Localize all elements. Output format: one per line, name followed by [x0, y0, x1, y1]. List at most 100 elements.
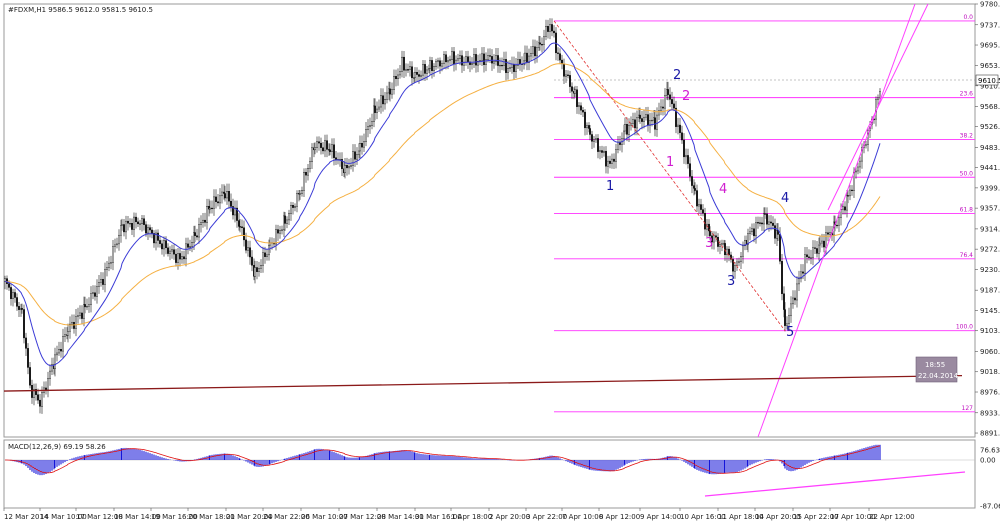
candle-body: [563, 63, 566, 77]
candle-body: [768, 221, 771, 225]
candle-body: [124, 220, 127, 233]
fib-level-label: 50.0: [960, 170, 974, 177]
candle-body: [528, 55, 531, 63]
candle-body: [21, 308, 24, 310]
candle-body: [846, 195, 849, 211]
candle-body: [395, 76, 398, 80]
candle-body: [346, 165, 349, 169]
support-trendline[interactable]: [3, 374, 963, 392]
candle-body: [201, 219, 204, 223]
candle-body: [172, 249, 175, 255]
candle-body: [279, 230, 282, 234]
candle-body: [128, 223, 131, 225]
candle-body: [485, 59, 488, 65]
candle-body: [47, 378, 50, 390]
candle-body: [240, 226, 243, 228]
candle-body: [671, 99, 674, 105]
candle-body: [352, 151, 355, 166]
candle-body: [25, 337, 28, 349]
price-tick-label: 9187.0: [980, 287, 1000, 295]
time-tick-label: 10 Apr 16:00: [680, 513, 726, 521]
candle-body: [749, 231, 752, 234]
candle-body: [541, 44, 544, 46]
candle-body: [453, 51, 456, 64]
candle-body: [770, 221, 773, 224]
time-tick-label: 28 Mar 14:00: [377, 513, 424, 521]
candle-body: [101, 279, 104, 285]
candle-body: [584, 111, 587, 129]
candle-body: [634, 119, 637, 129]
time-tick-label: 27 Mar 12:00: [339, 513, 386, 521]
candle-body: [574, 89, 577, 94]
candle-body: [569, 75, 572, 87]
candle-body: [288, 213, 291, 221]
candle-body: [16, 297, 19, 307]
candle-body: [505, 59, 508, 73]
candle-body: [386, 92, 389, 100]
candle-body: [639, 114, 642, 119]
candle-body: [844, 206, 847, 211]
wave-label-blue: 4: [781, 191, 789, 206]
candle-body: [459, 55, 462, 59]
candle-body: [35, 389, 38, 395]
candle-body: [296, 193, 299, 207]
candle-body: [879, 91, 882, 99]
candle-body: [49, 370, 52, 379]
tooltip-date: 22.04.2014: [918, 372, 959, 380]
candle-body: [89, 293, 92, 305]
candle-body: [543, 36, 546, 45]
candle-body: [557, 52, 560, 54]
candle-body: [266, 254, 269, 257]
candle-body: [262, 252, 265, 266]
candle-body: [63, 334, 66, 337]
candle-body: [303, 172, 306, 191]
candle-body: [565, 74, 568, 77]
candle-body: [744, 239, 747, 247]
candle-body: [806, 254, 809, 258]
candle-body: [865, 144, 868, 146]
channel-upper-line[interactable]: [827, 3, 929, 211]
candle-body: [643, 116, 646, 122]
time-tick-label: 18 Mar 14:00: [114, 513, 161, 521]
candle-body: [445, 54, 448, 63]
candle-body: [227, 191, 230, 202]
candle-body: [597, 138, 600, 152]
main-panel-border: [3, 3, 976, 438]
candle-body: [611, 158, 614, 164]
candle-body: [403, 56, 406, 71]
candle-body: [18, 306, 21, 310]
candle-body: [39, 399, 42, 407]
candle-body: [132, 216, 135, 230]
fib-level-label: 23.6: [960, 91, 974, 98]
chart-header: #FDXM,H1 9586.5 9612.0 9581.5 9610.5: [8, 6, 153, 14]
candle-body: [322, 147, 325, 152]
time-tick-label: 14 Mar 10:00: [40, 513, 87, 521]
candle-body: [553, 30, 556, 34]
candle-body: [111, 246, 114, 263]
candle-body: [222, 191, 225, 194]
time-tick-label: 21 Mar 20:00: [226, 513, 273, 521]
macd-divergence-line[interactable]: [704, 471, 966, 497]
candle-body: [532, 46, 535, 54]
candle-body: [70, 321, 73, 325]
candle-body: [326, 140, 329, 150]
time-tick-label: 12 Mar 2014: [4, 513, 49, 521]
candle-body: [656, 114, 659, 130]
channel-lower-line[interactable]: [757, 3, 916, 438]
price-tick-label: 9737.0: [980, 21, 1000, 29]
candle-body: [855, 170, 858, 173]
candle-body: [188, 245, 191, 248]
candle-body: [216, 201, 219, 204]
candle-body: [489, 55, 492, 57]
candle-body: [451, 51, 454, 60]
candle-body: [547, 26, 550, 32]
candle-body: [802, 271, 805, 274]
candle-body: [316, 141, 319, 148]
candle-body: [320, 142, 323, 148]
candle-body: [736, 261, 739, 266]
candle-body: [734, 265, 737, 272]
fib-anchor-line[interactable]: [553, 20, 786, 331]
trend-drawings[interactable]: [3, 3, 966, 497]
